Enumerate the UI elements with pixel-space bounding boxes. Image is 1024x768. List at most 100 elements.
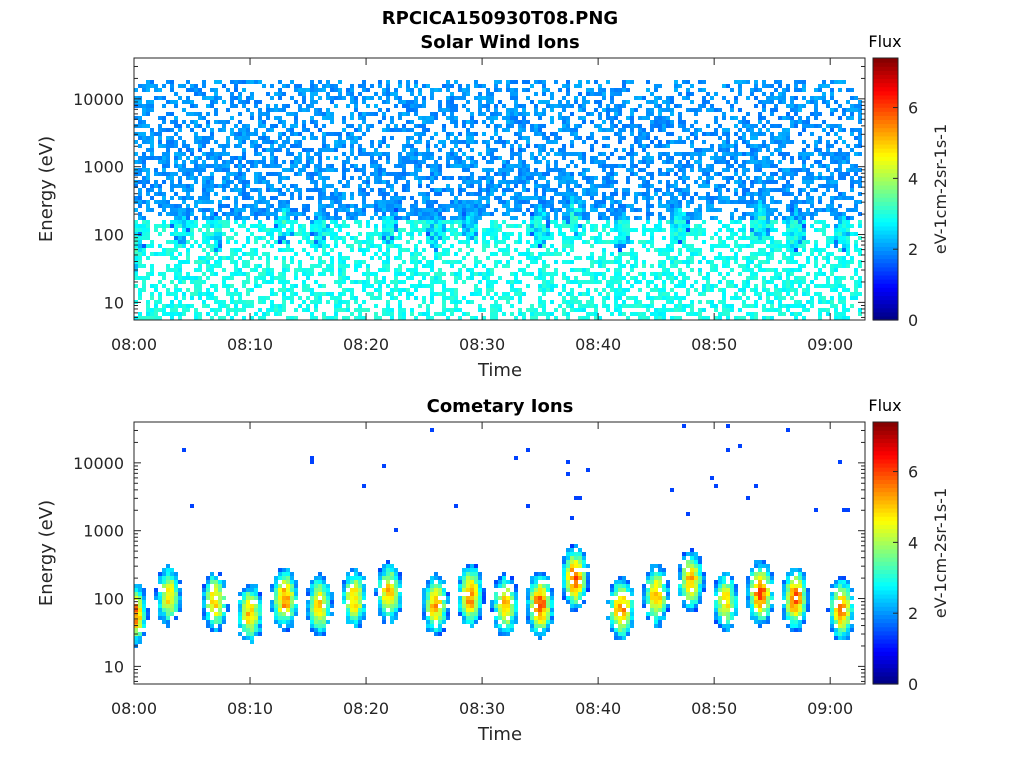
spectrogram-cell: [718, 240, 722, 244]
spectrogram-cell: [146, 140, 150, 144]
spectrogram-cell: [274, 116, 278, 120]
spectrogram-cell: [338, 268, 342, 272]
spectrogram-cell: [686, 188, 690, 192]
spectrogram-cell: [574, 84, 578, 88]
spectrogram-cell: [278, 164, 282, 168]
spectrogram-cell: [390, 196, 394, 200]
spectrogram-cell: [274, 228, 278, 232]
spectrogram-cell: [618, 92, 622, 96]
spectrogram-cell: [498, 304, 502, 308]
spectrogram-cell: [394, 208, 398, 212]
spectrogram-cell: [198, 144, 202, 148]
spectrogram-cell: [338, 252, 342, 256]
spectrogram-cell: [574, 96, 578, 100]
spectrogram-cell: [662, 160, 666, 164]
spectrogram-cell: [266, 228, 270, 232]
spectrogram-cell: [654, 224, 658, 228]
spectrogram-cell: [178, 224, 182, 228]
spectrogram-cell: [222, 180, 226, 184]
spectrogram-cell: [270, 288, 274, 292]
spectrogram-cell: [338, 256, 342, 260]
spectrogram-cell: [630, 312, 634, 316]
spectrogram-cell: [422, 284, 426, 288]
spectrogram-cell: [454, 104, 458, 108]
spectrogram-cell: [458, 224, 462, 228]
spectrogram-cell: [394, 216, 398, 220]
spectrogram-cell: [282, 220, 286, 224]
spectrogram-cell: [154, 284, 158, 288]
spectrogram-cell: [306, 164, 310, 168]
spectrogram-cell: [582, 120, 586, 124]
spectrogram-cell: [534, 160, 538, 164]
spectrogram-cell: [398, 308, 402, 312]
spectrogram-cell: [458, 84, 462, 88]
spectrogram-cell: [138, 224, 142, 228]
spectrogram-cell: [534, 216, 538, 220]
spectrogram-cell: [766, 208, 770, 212]
spectrogram-cell: [250, 112, 254, 116]
spectrogram-cell: [270, 292, 274, 296]
spectrogram-cell: [438, 192, 442, 196]
spectrogram-cell: [734, 160, 738, 164]
spectrogram-cell: [386, 208, 390, 212]
spectrogram-cell: [366, 220, 370, 224]
spectrogram-cell: [534, 104, 538, 108]
spectrogram-cell: [534, 204, 538, 208]
spectrogram-cell: [666, 204, 670, 208]
spectrogram-cell: [534, 180, 538, 184]
spectrogram-cell: [670, 288, 674, 292]
spectrogram-cell: [190, 100, 194, 104]
spectrogram-cell: [590, 276, 594, 280]
spectrogram-cell: [318, 264, 322, 268]
spectrogram-cell: [318, 160, 322, 164]
spectrogram-cell: [354, 280, 358, 284]
spectrogram-cell: [246, 96, 250, 100]
spectrogram-cell: [666, 168, 670, 172]
spectrogram-cell: [594, 80, 598, 84]
spectrogram-cell: [542, 124, 546, 128]
spectrogram-cell: [634, 164, 638, 168]
spectrogram-cell: [746, 144, 750, 148]
spectrogram-cell: [282, 140, 286, 144]
spectrogram-cell: [558, 116, 562, 120]
spectrogram-cell: [250, 212, 254, 216]
spectrogram-cell: [666, 192, 670, 196]
spectrogram-cell: [334, 200, 338, 204]
spectrogram-cell: [398, 256, 402, 260]
spectrogram-cell: [634, 124, 638, 128]
spectrogram-cell: [274, 92, 278, 96]
spectrogram-cell: [246, 136, 250, 140]
spectrogram-cell: [742, 224, 746, 228]
spectrogram-cell: [414, 148, 418, 152]
spectrogram-cell: [322, 316, 326, 320]
spectrogram-cell: [490, 308, 494, 312]
spectrogram-cell: [278, 172, 282, 176]
spectrogram-cell: [542, 288, 546, 292]
spectrogram-cell: [318, 164, 322, 168]
spectrogram-cell: [334, 104, 338, 108]
spectrogram-cell: [434, 200, 438, 204]
spectrogram-cell: [686, 192, 690, 196]
spectrogram-cell: [502, 128, 506, 132]
spectrogram-cell: [706, 176, 710, 180]
spectrogram-cell: [610, 200, 614, 204]
spectrogram-cell: [598, 100, 602, 104]
spectrogram-cell: [382, 268, 386, 272]
spectrogram-cell: [182, 208, 186, 212]
spectrogram-cell: [438, 228, 442, 232]
spectrogram-cell: [326, 80, 330, 84]
spectrogram-cell: [698, 316, 702, 320]
spectrogram-cell: [226, 88, 230, 92]
spectrogram-cell: [514, 196, 518, 200]
spectrogram-cell: [686, 88, 690, 92]
spectrogram-cell: [258, 272, 262, 276]
spectrogram-cell: [454, 108, 458, 112]
spectrogram-cell: [234, 312, 238, 316]
spectrogram-cell: [142, 136, 146, 140]
spectrogram-cell: [202, 280, 206, 284]
spectrogram-cell: [274, 276, 278, 280]
spectrogram-cell: [262, 296, 266, 300]
spectrogram-cell: [322, 240, 326, 244]
spectrogram-cell: [314, 168, 318, 172]
spectrogram-cell: [574, 300, 578, 304]
